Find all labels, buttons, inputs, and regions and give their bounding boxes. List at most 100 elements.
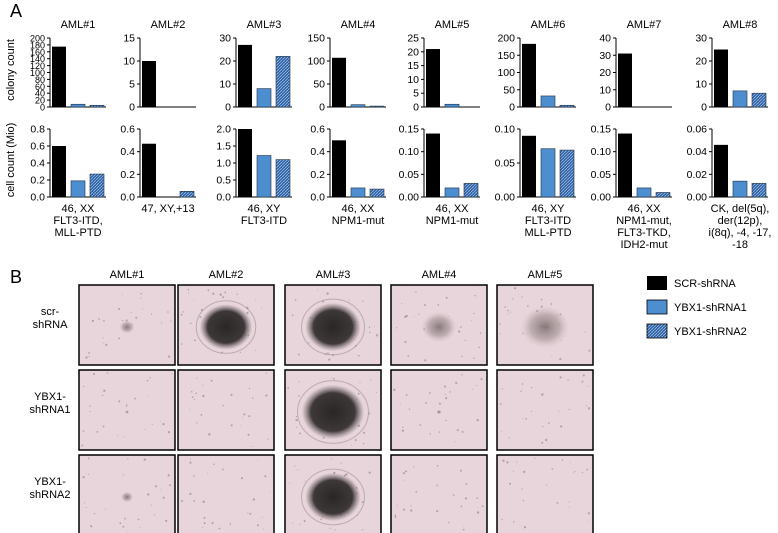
micrograph-column-header: AML#4 xyxy=(422,269,457,281)
karyotype-label: i(8q), -4, -17, xyxy=(709,227,772,239)
karyotype-label: MLL-PTD xyxy=(54,227,101,239)
karyotype-label: 46, XX xyxy=(435,203,469,215)
micrograph-row-label: scr- xyxy=(41,306,60,318)
y-tick-label: 50 xyxy=(503,84,515,96)
micrograph-image xyxy=(177,454,275,533)
micrograph-row-label: shRNA1 xyxy=(30,404,71,416)
micrograph-column-header: AML#1 xyxy=(110,269,145,281)
row-y-labels: colony count cell count (Mio) xyxy=(5,39,17,197)
karyotype-label: FLT3-ITD xyxy=(525,215,571,227)
y-tick-label: 0.10 xyxy=(591,146,612,158)
sample-2-charts: AML#2 0 5 10 15 0.0 0.2 0.4 0.6 47, XY,+13 xyxy=(120,19,196,215)
micrograph-image xyxy=(390,454,488,533)
micrograph-column-header: AML#5 xyxy=(528,269,563,281)
y-tick-label: 60 xyxy=(35,82,45,92)
colony xyxy=(436,409,442,415)
micrograph-image xyxy=(284,369,382,451)
y-tick-label: 0.0 xyxy=(310,192,325,204)
bar-scr-shrna xyxy=(714,49,728,107)
bar-ybx1-shrna1 xyxy=(70,103,86,108)
bar-scr-shrna xyxy=(238,129,252,197)
bar-ybx1-shrna2 xyxy=(369,188,385,198)
legend-label-scr: SCR-shRNA xyxy=(674,278,736,290)
bar-ybx1-shrna1 xyxy=(732,180,748,198)
karyotype-label: 46, XX xyxy=(341,203,375,215)
colony xyxy=(305,472,361,522)
karyotype-label: IDH2-mut xyxy=(620,239,667,251)
y-tick-label: 0.2 xyxy=(30,175,45,187)
karyotype-label: 46, XY xyxy=(247,203,281,215)
karyotype-label: 47, XY,+13 xyxy=(141,203,194,215)
y-tick-label: 0 xyxy=(509,102,515,114)
y-tick-label: 30 xyxy=(599,50,611,62)
micrograph-image xyxy=(177,369,275,451)
micrograph-image xyxy=(78,369,176,451)
y-tick-label: 0 xyxy=(319,102,325,114)
micrograph-column-header: AML#3 xyxy=(316,269,351,281)
colony xyxy=(199,304,253,350)
bar-ybx1-shrna2 xyxy=(655,192,671,198)
y-tick-label: 0.4 xyxy=(310,146,325,158)
legend: SCR-shRNA YBX1-shRNA1 YBX1-shRNA2 xyxy=(646,276,747,339)
y-tick-label: 0 xyxy=(701,102,707,114)
micrograph-image xyxy=(496,369,594,451)
y-tick-label: 1.5 xyxy=(216,141,231,153)
y-tick-label: 200 xyxy=(30,34,45,44)
micrograph-image xyxy=(496,454,594,533)
y-tick-label: 10 xyxy=(123,56,135,68)
y-tick-label: 0.6 xyxy=(120,124,135,136)
karyotype-label: FLT3-ITD, xyxy=(53,215,102,227)
y-tick-label: 200 xyxy=(497,33,515,45)
y-tick-label: 50 xyxy=(313,79,325,91)
bar-ybx1-shrna2 xyxy=(751,183,767,198)
panel-a-label: A xyxy=(10,1,22,21)
y-tick-label: 0 xyxy=(40,103,45,113)
bar-scr-shrna xyxy=(52,46,66,107)
bar-ybx1-shrna1 xyxy=(444,103,460,108)
y-tick-label: 0.2 xyxy=(120,169,135,181)
bar-ybx1-shrna2 xyxy=(89,173,105,198)
bar-scr-shrna xyxy=(238,44,252,107)
legend-swatch-shrna2 xyxy=(646,323,668,339)
y-tick-label: 0.02 xyxy=(687,169,708,181)
bar-ybx1-shrna1 xyxy=(636,187,652,198)
y-tick-label: 5 xyxy=(413,88,419,100)
bar-ybx1-shrna2 xyxy=(463,183,479,198)
y-tick-label: 140 xyxy=(30,54,45,64)
y-tick-label: 100 xyxy=(497,67,515,79)
y-tick-label: 0.6 xyxy=(310,124,325,136)
colony xyxy=(520,305,570,349)
micrograph-row-label: YBX1- xyxy=(34,476,66,488)
micrograph-image xyxy=(284,284,382,366)
y-tick-label: 0.15 xyxy=(591,124,612,136)
micrograph-image xyxy=(284,454,382,533)
y-tick-label: 180 xyxy=(30,40,45,50)
y-tick-label: 2.0 xyxy=(216,124,231,136)
bar-ybx1-shrna1 xyxy=(350,187,366,198)
y-tick-label: 0.10 xyxy=(399,146,420,158)
micrograph-image xyxy=(78,284,176,366)
bar-ybx1-shrna1 xyxy=(256,88,272,108)
bar-scr-shrna xyxy=(522,135,536,197)
bar-ybx1-shrna2 xyxy=(179,191,195,198)
y-tick-label: 0.05 xyxy=(591,169,612,181)
y-tick-label: 5 xyxy=(129,79,135,91)
colony xyxy=(301,384,365,440)
y-tick-label: 0.5 xyxy=(216,175,231,187)
bar-scr-shrna xyxy=(522,43,536,107)
sample-title: AML#3 xyxy=(247,19,282,31)
karyotype-label: 46, XY xyxy=(531,203,565,215)
y-tick-label: 20 xyxy=(407,46,419,58)
y-axis-label-cell: cell count (Mio) xyxy=(5,123,17,198)
sample-title: AML#2 xyxy=(151,19,186,31)
y-tick-label: 10 xyxy=(219,79,231,91)
y-tick-label: 40 xyxy=(35,89,45,99)
panel-b-label: B xyxy=(10,267,22,287)
karyotype-label: NPM1-mut xyxy=(332,215,385,227)
bar-ybx1-shrna2 xyxy=(89,104,105,108)
bar-ybx1-shrna1 xyxy=(732,90,748,108)
karyotype-label: 46, XX xyxy=(627,203,661,215)
bar-scr-shrna xyxy=(714,144,728,197)
